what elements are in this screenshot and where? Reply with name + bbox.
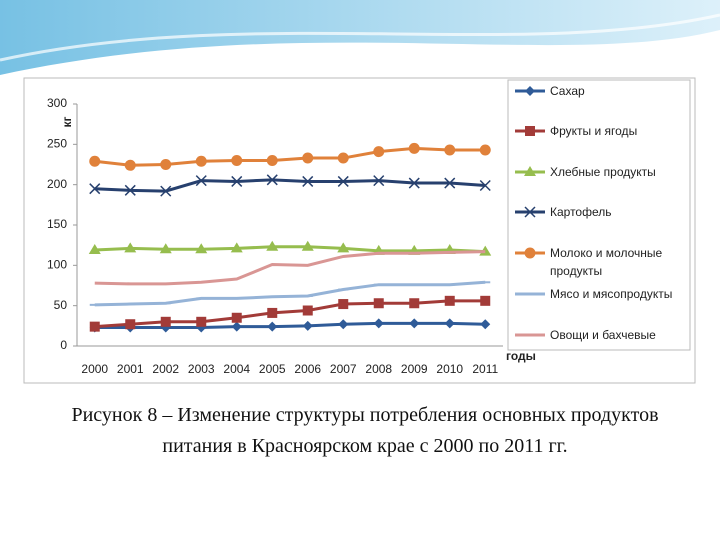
point [337, 152, 349, 164]
point [231, 312, 242, 323]
legend-label: Молоко и молочные продукты [550, 246, 663, 278]
legend-frame [507, 79, 691, 351]
point [337, 175, 349, 187]
series-line [94, 178, 486, 193]
series-line [94, 146, 486, 167]
point [231, 175, 243, 187]
x-tick-label: 2006 [294, 362, 321, 376]
chart-frame [23, 77, 696, 384]
point [266, 240, 279, 251]
point [338, 319, 349, 330]
y-tick-label: 150 [47, 217, 67, 231]
x-tick-label: 2010 [436, 362, 463, 376]
point [373, 318, 384, 329]
point [337, 242, 350, 253]
point [160, 159, 172, 170]
legend-label: Хлебные продукты [550, 165, 656, 179]
legend-label: Мясо и мясопродукты [550, 287, 673, 301]
point [302, 175, 314, 187]
point [196, 316, 207, 327]
y-tick-label: 200 [47, 177, 67, 191]
legend-label: Картофель [550, 205, 612, 219]
y-axis-label: кг [60, 116, 74, 127]
point [124, 159, 136, 171]
point [124, 242, 137, 253]
legend-marker [525, 126, 535, 136]
x-tick-label: 2004 [223, 362, 250, 376]
point [230, 242, 243, 253]
y-tick-label: 0 [60, 338, 67, 352]
point [267, 307, 278, 318]
y-tick-label: 50 [54, 298, 68, 312]
point [266, 174, 278, 186]
point [444, 318, 455, 329]
x-tick-label: 2001 [117, 362, 144, 376]
point [479, 179, 491, 192]
point [409, 318, 420, 329]
series-line [94, 321, 486, 329]
series-line [94, 299, 486, 329]
series-line [94, 280, 486, 307]
point [231, 154, 243, 166]
point [231, 321, 242, 332]
point [480, 295, 491, 306]
x-axis-label: годы [506, 349, 536, 363]
x-tick-label: 2003 [188, 362, 215, 376]
x-tick-label: 2007 [330, 362, 357, 376]
point [409, 298, 420, 309]
series-line [94, 250, 486, 286]
caption: Рисунок 8 – Изменение структуры потребле… [71, 404, 659, 457]
point [195, 243, 208, 254]
legend-label: Фрукты и ягоды [550, 124, 638, 138]
y-tick-label: 100 [47, 258, 67, 272]
y-tick-label: 250 [47, 137, 67, 151]
point [444, 177, 456, 189]
point [373, 175, 385, 187]
point [480, 319, 491, 330]
series-line [94, 245, 486, 254]
point [267, 321, 278, 332]
point [444, 295, 455, 306]
point [195, 155, 207, 167]
point [195, 175, 207, 187]
x-tick-label: 2005 [259, 362, 286, 376]
x-tick-label: 2000 [81, 362, 108, 376]
point [373, 298, 384, 309]
point [408, 177, 420, 189]
x-tick-label: 2008 [365, 362, 392, 376]
point [89, 183, 101, 195]
point [89, 155, 101, 167]
point [338, 299, 349, 310]
point [301, 240, 314, 251]
x-tick-label: 2011 [472, 362, 498, 376]
legend-label: Сахар [550, 84, 585, 98]
point [89, 321, 100, 332]
legend-marker [524, 247, 536, 259]
point [302, 152, 314, 164]
point [266, 154, 278, 166]
x-tick-label: 2002 [152, 362, 179, 376]
point [88, 244, 101, 255]
point [444, 144, 456, 156]
x-tick-label: 2009 [401, 362, 428, 376]
point [124, 184, 136, 196]
legend-label: Овощи и бахчевые [550, 328, 656, 342]
point [125, 319, 136, 330]
point [479, 144, 491, 156]
point [160, 185, 172, 197]
point [159, 243, 172, 254]
decor-swoosh [0, 0, 720, 75]
decor-swoosh-line [0, 13, 720, 62]
point [302, 320, 313, 331]
legend-marker [524, 206, 536, 218]
legend-marker [524, 166, 536, 176]
point [373, 146, 385, 158]
legend-marker [525, 86, 535, 96]
point [408, 142, 420, 154]
y-tick-label: 300 [47, 96, 67, 110]
point [160, 316, 171, 327]
point [302, 305, 313, 316]
